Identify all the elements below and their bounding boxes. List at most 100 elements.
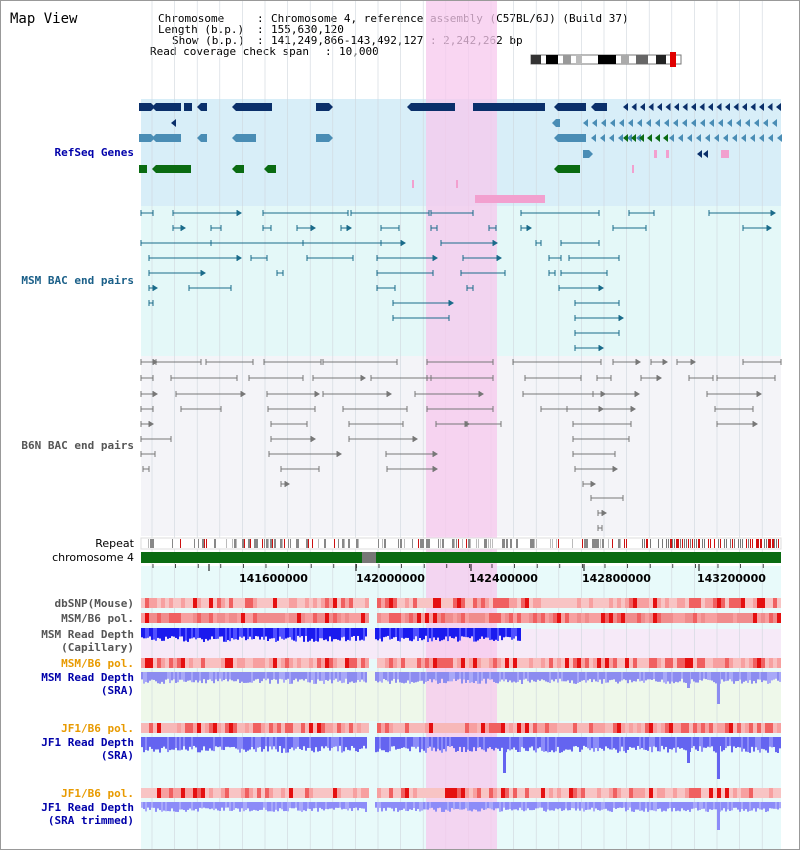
depth-bar: [753, 737, 755, 752]
read-depth-tracks[interactable]: [141, 628, 781, 830]
depth-bar: [669, 737, 671, 749]
depth-bar: [757, 672, 759, 680]
b6n-bac-label[interactable]: B6N BAC end pairs: [21, 439, 134, 452]
depth-bar: [405, 672, 407, 683]
heat-cell: [173, 598, 177, 608]
depth-bar: [247, 802, 249, 809]
heat-cell: [461, 658, 465, 668]
depth-bar: [181, 737, 183, 750]
depth-bar: [665, 802, 667, 812]
heat-cell: [725, 788, 729, 798]
heat-cell: [753, 788, 757, 798]
depth-bar: [425, 737, 427, 753]
msm-bac-label[interactable]: MSM BAC end pairs: [21, 274, 134, 287]
depth-bar: [299, 737, 301, 749]
depth-bar: [761, 802, 763, 810]
depth-bar: [485, 672, 487, 684]
depth-bar: [165, 802, 167, 812]
depth-bar: [199, 628, 201, 638]
depth-bar: [511, 802, 513, 811]
depth-bar: [713, 737, 715, 752]
heat-cell: [445, 613, 449, 623]
depth-bar: [283, 802, 285, 812]
depth-bar: [187, 737, 189, 751]
gene-glyph: [763, 119, 768, 127]
depth-bar: [627, 672, 629, 684]
heat-cell: [361, 658, 365, 668]
repeat-element: [202, 539, 204, 548]
heat-cell: [465, 788, 469, 798]
refseq-gene-glyphs[interactable]: [139, 103, 782, 203]
depth-bar: [489, 737, 491, 748]
gene-glyph: [687, 134, 692, 142]
repeat-element: [582, 539, 583, 548]
heat-cell: [725, 658, 729, 668]
heat-cell: [697, 723, 701, 733]
heat-cell: [489, 598, 493, 608]
heatmap-tracks[interactable]: [141, 598, 781, 798]
depth-bar: [253, 628, 255, 640]
depth-bar: [667, 672, 669, 682]
depth-bar: [603, 802, 605, 810]
depth-bar: [227, 802, 229, 808]
bac-arrow: [613, 466, 618, 472]
repeat-element: [674, 539, 675, 548]
gene-arrow: [232, 134, 236, 142]
repeat-element: [204, 539, 205, 548]
heat-cell: [729, 788, 733, 798]
depth-bar: [159, 737, 161, 753]
depth-bar: [479, 737, 481, 748]
gene-glyph: [669, 134, 674, 142]
depth-bar: [663, 802, 665, 811]
chromosome-ideogram[interactable]: [530, 52, 682, 67]
depth-bar: [191, 672, 193, 683]
depth-bar: [605, 672, 607, 683]
heat-cell: [629, 723, 633, 733]
heat-cell: [645, 598, 649, 608]
depth-bar: [573, 802, 575, 809]
repeat-element: [670, 539, 672, 548]
heat-cell: [685, 613, 689, 623]
depth-bar: [561, 802, 563, 811]
depth-bar: [379, 737, 381, 749]
depth-bar: [433, 802, 435, 810]
depth-bar: [423, 628, 425, 640]
heat-cell: [757, 658, 761, 668]
b6n-bac-glyphs[interactable]: [140, 359, 782, 531]
heat-cell: [557, 723, 561, 733]
depth-bar: [609, 802, 611, 812]
depth-bar: [171, 628, 173, 637]
depth-bar: [167, 628, 169, 639]
depth-bar: [765, 672, 767, 681]
heat-cell: [657, 598, 661, 608]
heat-cell: [325, 613, 329, 623]
chromosome-bar[interactable]: [141, 552, 781, 563]
depth-bar: [283, 672, 285, 683]
depth-bar: [497, 802, 499, 809]
gene-arrow: [329, 134, 333, 142]
depth-bar: [361, 628, 363, 640]
refseq-label[interactable]: RefSeq Genes: [54, 146, 134, 159]
depth-bar: [483, 737, 485, 751]
depth-bar: [173, 737, 175, 750]
depth-bar: [433, 672, 435, 680]
depth-bar: [291, 672, 293, 684]
depth-bar: [457, 628, 459, 642]
depth-bar: [147, 672, 149, 683]
msm-bac-glyphs[interactable]: [140, 210, 776, 351]
depth-bar: [381, 802, 383, 812]
msm-depth-cap-sub: (Capillary): [61, 641, 134, 654]
depth-bar: [593, 802, 595, 812]
depth-bar: [485, 628, 487, 638]
depth-bar: [263, 802, 265, 808]
depth-bar: [317, 628, 319, 642]
depth-bar: [399, 737, 401, 749]
depth-bar: [243, 628, 245, 637]
heat-cell: [545, 788, 549, 798]
heat-cell: [557, 598, 561, 608]
depth-bar: [387, 802, 389, 808]
heat-cell: [229, 723, 233, 733]
repeat-track[interactable]: [148, 539, 779, 548]
heat-cell: [621, 788, 625, 798]
